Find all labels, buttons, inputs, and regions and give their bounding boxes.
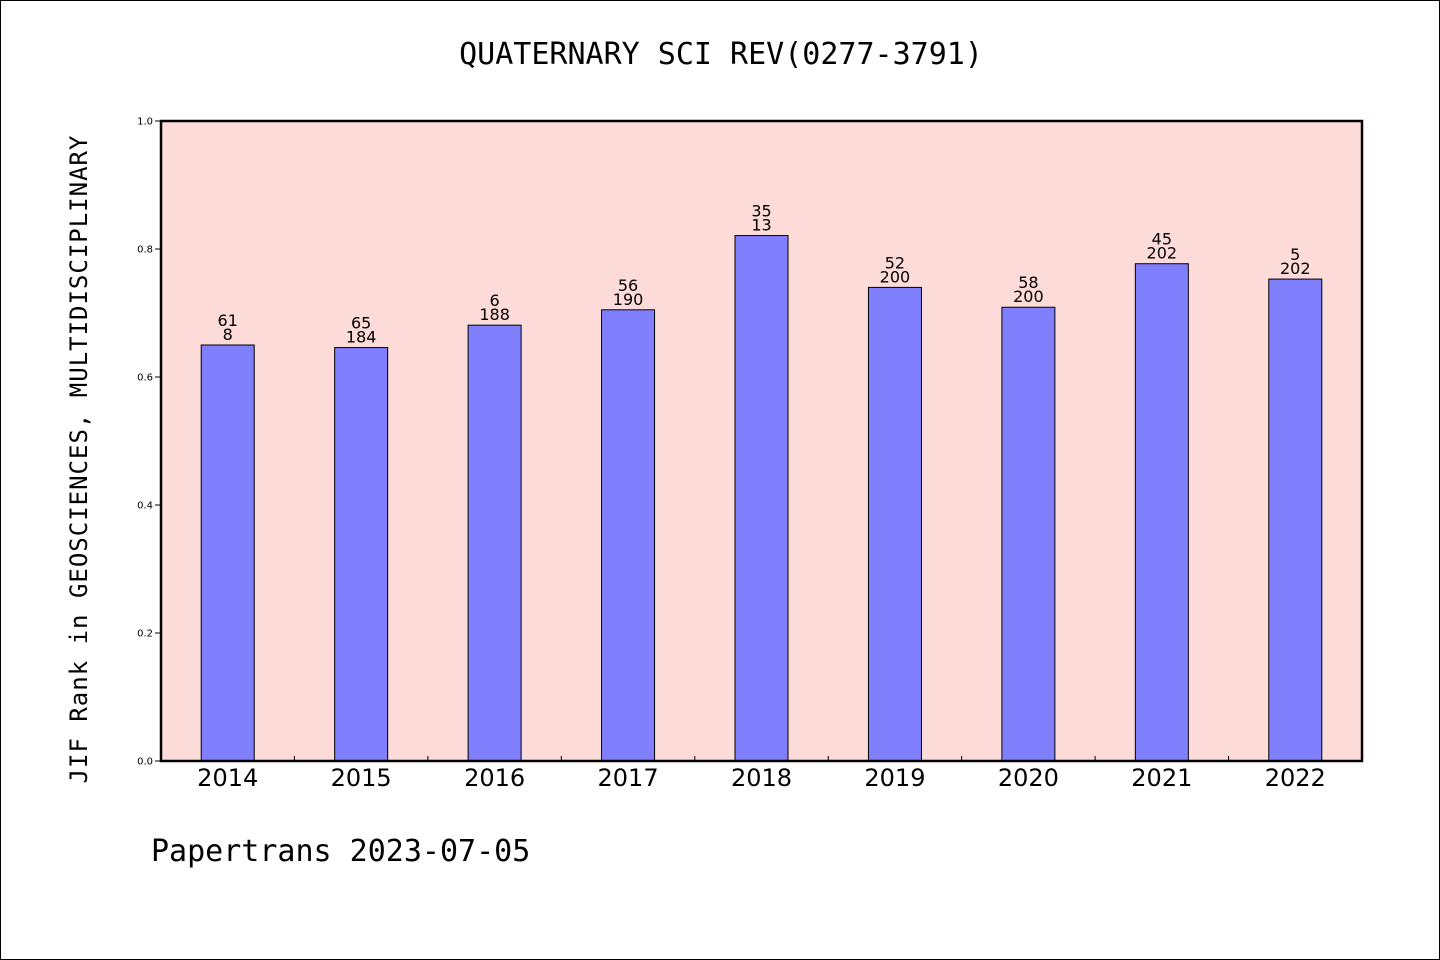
bar-2015: [334, 347, 389, 762]
y-tick-label: 0.4: [137, 501, 153, 512]
bar-label-bottom: 190: [613, 290, 644, 309]
y-tick-label: 0.2: [137, 629, 153, 640]
y-tick-label: 0.6: [137, 373, 153, 384]
y-tick-label: 0.8: [137, 245, 153, 256]
x-tick-label: 2016: [464, 764, 525, 792]
bar-label-top: 5: [1290, 245, 1300, 264]
bar-2022: [1268, 278, 1323, 762]
x-tick-label: 2019: [864, 764, 925, 792]
x-tick-label: 2022: [1265, 764, 1326, 792]
bar-2014: [200, 344, 255, 762]
bar-label-top: 35: [751, 202, 771, 221]
bar-2016: [467, 324, 522, 762]
bar-2018: [734, 235, 789, 762]
chart-title: QUATERNARY SCI REV(0277-3791): [459, 37, 983, 72]
bar-label-bottom: 200: [880, 267, 911, 286]
bar-label-top: 56: [618, 276, 638, 295]
bar-2017: [601, 309, 656, 762]
bar-label-bottom: 202: [1147, 244, 1178, 263]
x-tick-label: 2017: [598, 764, 659, 792]
bar-2021: [1134, 263, 1189, 762]
x-tick-label: 2021: [1131, 764, 1192, 792]
bar-label-bottom: 13: [751, 216, 771, 235]
y-tick-label: 0.0: [137, 757, 153, 768]
bar-label-top: 45: [1152, 230, 1172, 249]
bar-label-top: 52: [885, 253, 905, 272]
bar-label-bottom: 202: [1280, 259, 1311, 278]
bar-2020: [1001, 306, 1056, 762]
x-tick-label: 2018: [731, 764, 792, 792]
footer-note: Papertrans 2023-07-05: [151, 834, 531, 869]
bar-label-top: 58: [1018, 273, 1038, 292]
plot-frame: [159, 119, 1364, 763]
bar-label-top: 61: [218, 311, 238, 330]
bar-label-bottom: 200: [1013, 287, 1044, 306]
x-tick-label: 2020: [998, 764, 1059, 792]
bar-2019: [867, 286, 922, 762]
bar-label-top: 6: [490, 291, 500, 310]
bar-label-bottom: 184: [346, 328, 377, 347]
x-tick-label: 2014: [197, 764, 258, 792]
y-tick-label: 1.0: [137, 117, 153, 128]
bar-label-bottom: 8: [223, 325, 233, 344]
bar-label-top: 65: [351, 314, 371, 333]
bar-label-bottom: 188: [479, 305, 510, 324]
x-tick-label: 2015: [331, 764, 392, 792]
